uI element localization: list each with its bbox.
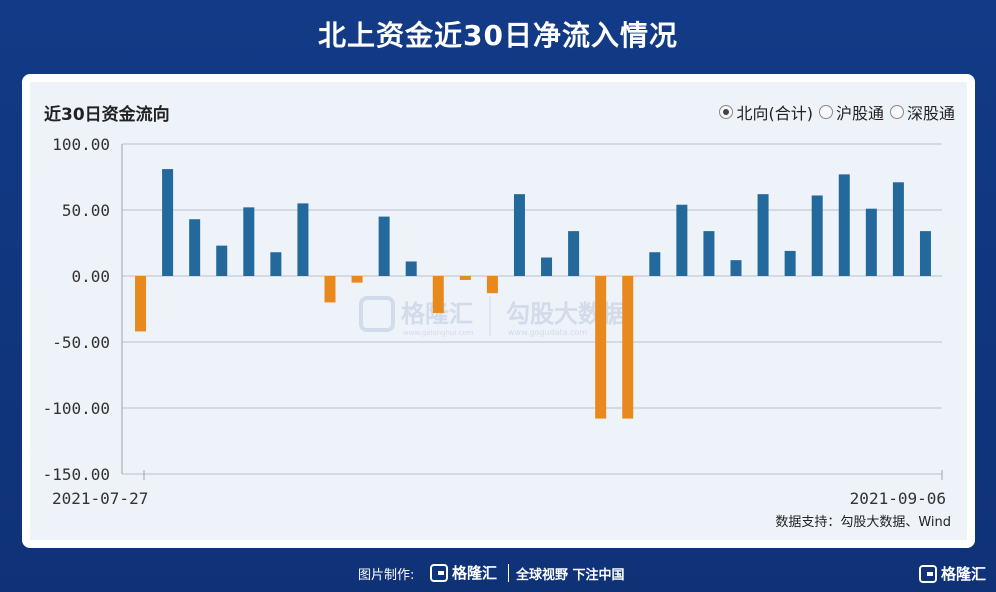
bar <box>595 276 607 419</box>
radio-shenzhen-connect[interactable]: 深股通 <box>889 100 955 124</box>
bar <box>892 182 904 276</box>
footer-logo: 格隆汇 <box>430 562 497 583</box>
y-tick-label: 50.00 <box>62 201 110 220</box>
bar <box>270 252 282 276</box>
grid-lines <box>122 143 942 475</box>
y-tick-label: -150.00 <box>43 465 110 484</box>
bar <box>622 276 634 419</box>
radio-shanghai-connect[interactable]: 沪股通 <box>818 100 884 124</box>
radio-label: 沪股通 <box>835 104 884 123</box>
bar <box>568 231 580 276</box>
chart-card: 格隆汇 www.gelonghui.com 勾股大数据 www.gogudata… <box>22 74 975 548</box>
gelonghui-logo-icon <box>918 564 937 583</box>
bar <box>919 231 931 276</box>
bar <box>216 245 228 276</box>
bar <box>189 219 201 276</box>
footer-slogan: 全球视野 下注中国 <box>516 568 625 583</box>
watermark: 格隆汇 www.gelonghui.com 勾股大数据 www.gogudata… <box>359 296 626 337</box>
watermark-url-2: www.gogudata.com <box>508 328 587 337</box>
panel-title: 近30日资金流向 <box>44 105 170 125</box>
bar <box>297 203 309 276</box>
radio-checked-icon <box>719 105 734 119</box>
y-tick-label: -50.00 <box>52 333 110 352</box>
radio-northbound-total[interactable]: 北向(合计) <box>719 100 813 124</box>
radio-label: 深股通 <box>906 104 955 123</box>
x-tick-label: 2021-09-06 <box>850 489 946 508</box>
y-tick-label: 0.00 <box>71 267 110 286</box>
y-tick-label: -100.00 <box>43 399 110 418</box>
bar <box>405 261 417 276</box>
bar <box>513 194 525 276</box>
bar-chart: 格隆汇 www.gelonghui.com 勾股大数据 www.gogudata… <box>43 135 946 508</box>
bar <box>757 194 769 276</box>
radio-unchecked-icon <box>889 105 904 119</box>
bar <box>432 276 444 313</box>
x-tick-label: 2021-07-27 <box>52 489 148 508</box>
bar <box>676 204 688 276</box>
corner-logo-text: 格隆汇 <box>940 565 986 583</box>
bar <box>162 169 174 276</box>
bar <box>378 216 390 276</box>
footer-logo-text: 格隆汇 <box>452 564 498 582</box>
footer: 图片制作: 格隆汇 全球视野 下注中国 <box>0 560 996 586</box>
data-source: 数据支持：勾股大数据、Wind <box>775 515 951 530</box>
footer-divider <box>508 564 509 582</box>
radio-label: 北向(合计) <box>736 104 813 123</box>
watermark-logo-icon <box>359 296 395 332</box>
corner-logo: 格隆汇 <box>918 563 986 584</box>
bar <box>459 276 471 280</box>
bar <box>784 250 796 276</box>
flow-selector: 北向(合计) 沪股通 深股通 <box>719 100 955 124</box>
page-title: 北上资金近30日净流入情况 <box>318 19 678 52</box>
footer-label: 图片制作: <box>358 568 415 583</box>
axes: 100.00 50.00 0.00 -50.00 -100.00 -150.00 2021-… <box>43 135 946 508</box>
bar <box>135 276 147 332</box>
bar <box>703 231 715 276</box>
bars <box>135 169 931 419</box>
chart-panel: 格隆汇 www.gelonghui.com 勾股大数据 www.gogudata… <box>30 82 967 540</box>
watermark-url: www.gelonghui.com <box>403 329 474 337</box>
y-tick-label: 100.00 <box>52 135 110 154</box>
bar <box>730 260 742 276</box>
radio-unchecked-icon <box>818 105 833 119</box>
bar <box>541 257 553 276</box>
bar <box>243 207 255 276</box>
bar <box>486 276 498 294</box>
bar <box>838 174 850 276</box>
bar <box>351 276 363 283</box>
bar <box>811 195 823 276</box>
bar <box>324 276 336 303</box>
bar <box>865 208 877 276</box>
watermark-brand-2: 勾股大数据 <box>506 300 626 328</box>
bar <box>649 252 661 276</box>
gelonghui-logo-icon <box>430 563 448 582</box>
